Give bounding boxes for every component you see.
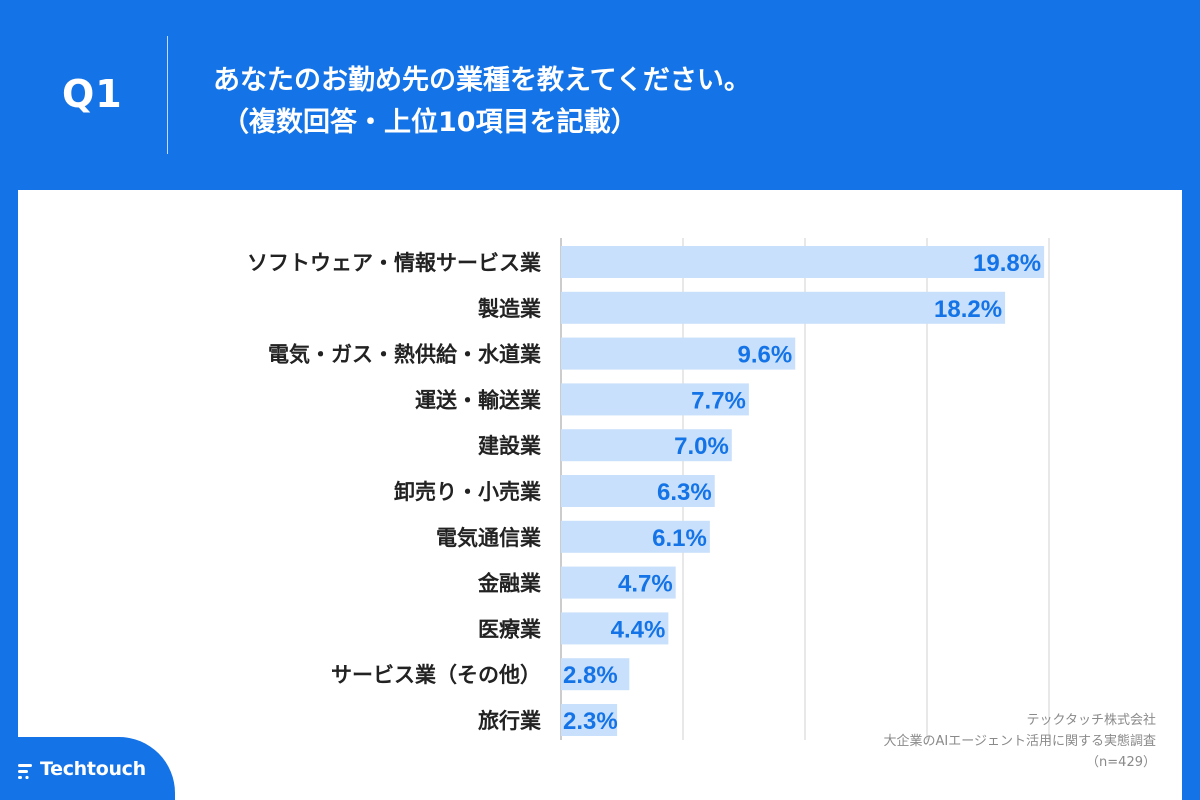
value-label-8: 4.4% — [611, 616, 666, 643]
bars — [561, 246, 1045, 736]
category-label-10: 旅行業 — [478, 709, 542, 733]
category-label-6: 電気通信業 — [436, 526, 542, 550]
category-label-1: 製造業 — [477, 297, 542, 321]
brand-logo: Techtouch — [0, 737, 175, 800]
bar-8 — [561, 612, 669, 645]
value-label-6: 6.1% — [652, 525, 707, 552]
bar-7 — [561, 566, 676, 599]
bar-2 — [561, 337, 796, 370]
value-label-3: 7.7% — [691, 387, 746, 414]
category-labels: ソフトウェア・情報サービス業製造業電気・ガス・熱供給・水道業運送・輸送業建設業卸… — [247, 251, 542, 733]
question-subtitle: （複数回答・上位10項目を記載） — [222, 107, 638, 138]
bar-1 — [561, 291, 1006, 324]
category-label-2: 電気・ガス・熱供給・水道業 — [268, 343, 542, 367]
bar-3 — [561, 383, 749, 416]
header-divider — [167, 36, 168, 154]
value-labels: 19.8% 18.2% 9.6% 7.7% 7.0% 6.3% 6.1% 4.7% 4.4% 2.… — [563, 250, 1041, 735]
logo-icon — [18, 764, 32, 779]
bar-10 — [561, 704, 618, 736]
bar-9 — [561, 658, 630, 691]
bar-4 — [561, 429, 732, 462]
category-label-7: 金融業 — [477, 572, 542, 596]
source-survey: 大企業のAIエージェント活用に関する実態調査 — [883, 734, 1156, 749]
category-label-0: ソフトウェア・情報サービス業 — [247, 251, 542, 275]
bar-0 — [561, 246, 1045, 278]
logo-text: Techtouch — [40, 758, 146, 780]
bar-5 — [561, 475, 715, 507]
source-note: テックタッチ株式会社 大企業のAIエージェント活用に関する実態調査 （n=429… — [884, 710, 1156, 773]
question-number: Q1 — [62, 72, 123, 116]
value-label-2: 9.6% — [738, 342, 793, 369]
category-label-5: 卸売り・小売業 — [394, 480, 542, 504]
category-label-9: サービス業（その他） — [331, 663, 541, 687]
category-label-8: 医療業 — [478, 617, 542, 641]
value-label-7: 4.7% — [618, 571, 673, 598]
question-title: あなたのお勤め先の業種を教えてください。 — [213, 65, 751, 96]
bar-6 — [561, 520, 710, 553]
value-label-4: 7.0% — [674, 433, 729, 460]
source-company: テックタッチ株式会社 — [1026, 713, 1156, 728]
value-label-5: 6.3% — [657, 479, 712, 506]
header-banner: Q1 あなたのお勤め先の業種を教えてください。 （複数回答・上位10項目を記載） — [0, 0, 1200, 190]
value-label-10: 2.3% — [563, 708, 618, 735]
category-label-4: 建設業 — [478, 434, 542, 458]
value-label-0: 19.8% — [973, 250, 1041, 277]
category-label-3: 運送・輸送業 — [415, 388, 542, 412]
value-label-1: 18.2% — [934, 296, 1002, 323]
source-sample-size: （n=429） — [1086, 755, 1156, 770]
value-label-9: 2.8% — [563, 662, 618, 689]
